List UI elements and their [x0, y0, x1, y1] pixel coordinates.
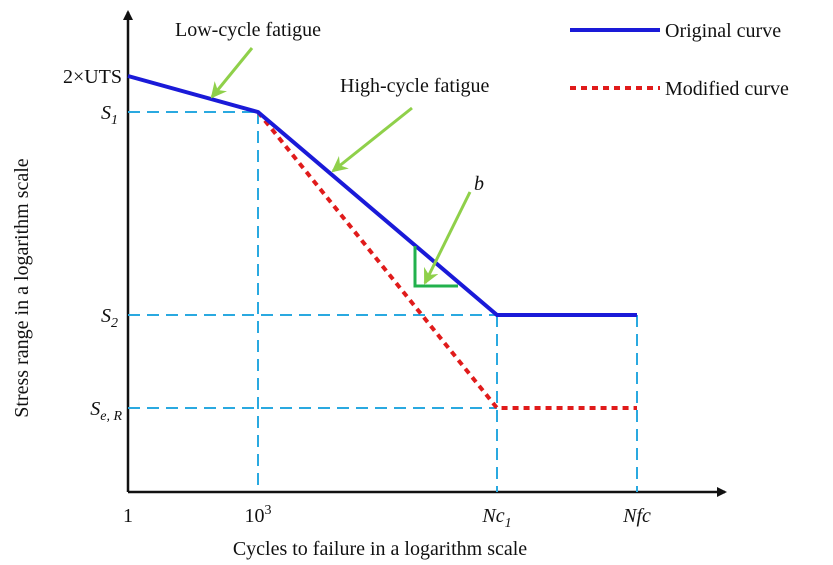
guides [128, 111, 638, 492]
original-curve [127, 74, 637, 317]
x-tick-label: 1 [123, 505, 133, 527]
slope-triangle [413, 246, 458, 288]
x-axis-title: Cycles to failure in a logarithm scale [233, 538, 527, 560]
annotation-high-cycle: High-cycle fatigue [340, 75, 489, 97]
y-tick-label: Se, R [90, 398, 122, 424]
y-tick-label: S2 [101, 305, 118, 331]
y-tick-label: 2×UTS [63, 66, 122, 88]
pointer-arrows [210, 47, 472, 285]
annotation-low-cycle: Low-cycle fatigue [175, 19, 321, 41]
x-tick-label: 103 [245, 503, 272, 527]
legend-modified: Modified curve [665, 78, 789, 100]
x-tick-label: Nc1 [481, 505, 511, 531]
x-tick-label: Nfc [622, 505, 651, 527]
legend-original: Original curve [665, 20, 781, 42]
modified-curve [256, 110, 637, 410]
y-tick-label: S1 [101, 102, 118, 128]
y-axis-title: Stress range in a logarithm scale [11, 158, 33, 417]
annotation-slope: b [474, 173, 484, 195]
